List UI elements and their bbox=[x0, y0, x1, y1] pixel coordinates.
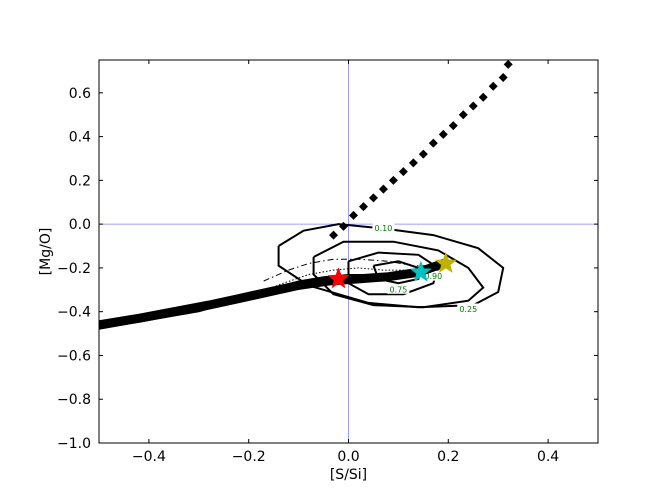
diamond-marker bbox=[398, 167, 408, 177]
y-tick-label: 0.2 bbox=[69, 173, 91, 189]
x-tick-label: −0.2 bbox=[232, 449, 266, 465]
diamond-marker bbox=[448, 121, 458, 131]
diamond-marker bbox=[378, 184, 388, 194]
y-tick-label: −0.2 bbox=[57, 261, 91, 277]
contour-0.25 bbox=[312, 240, 485, 309]
diamond-marker bbox=[368, 193, 378, 203]
diamond-marker bbox=[478, 92, 488, 102]
y-axis-label: [Mg/O] bbox=[38, 228, 54, 276]
ticks: −0.4 −0.2 0.0 0.2 0.4 −1.0 −0.8 −0.6 −0.4 −0.2 0.0… bbox=[57, 60, 598, 465]
diamond-marker bbox=[468, 101, 478, 111]
diamond-marker bbox=[458, 110, 468, 120]
y-tick-label: −0.4 bbox=[57, 305, 91, 321]
series bbox=[99, 60, 513, 330]
stars bbox=[327, 251, 457, 289]
reference-lines bbox=[99, 60, 598, 443]
diamond-marker bbox=[339, 221, 349, 231]
thick-band-line bbox=[99, 259, 448, 330]
diamond-marker bbox=[388, 175, 398, 185]
contour-label: 0.25 bbox=[459, 305, 477, 314]
y-tick-label: 0.0 bbox=[69, 217, 91, 233]
x-tick-label: 0.4 bbox=[537, 449, 559, 465]
contour-label: 0.75 bbox=[389, 285, 407, 294]
star-marker bbox=[327, 267, 350, 289]
diamond-marker bbox=[498, 73, 508, 83]
contour-label: 0.10 bbox=[375, 224, 393, 233]
diamond-marker bbox=[418, 149, 428, 159]
contour-label-bg bbox=[422, 270, 445, 281]
star-marker bbox=[434, 251, 457, 273]
contour-label-bg bbox=[372, 222, 395, 233]
x-tick-label: 0.0 bbox=[337, 449, 359, 465]
diamond-marker bbox=[408, 158, 418, 168]
x-tick-label: 0.2 bbox=[437, 449, 459, 465]
x-axis-label: [S/Si] bbox=[330, 467, 367, 483]
star-marker bbox=[409, 260, 432, 282]
y-tick-label: 0.4 bbox=[69, 130, 91, 146]
dashdot-line bbox=[263, 258, 439, 282]
contour-label-bg bbox=[387, 283, 410, 294]
contour-label: 0.90 bbox=[424, 272, 442, 281]
diamond-marker bbox=[438, 129, 448, 139]
dotted-line bbox=[108, 267, 434, 326]
diamond-marker bbox=[348, 210, 358, 220]
diamond-marker bbox=[428, 138, 438, 148]
diamond-marker bbox=[488, 81, 498, 91]
y-tick-label: −0.8 bbox=[57, 392, 91, 408]
thin-line bbox=[99, 265, 444, 330]
y-tick-label: 0.6 bbox=[69, 86, 91, 102]
y-tick-label: −1.0 bbox=[57, 436, 91, 452]
x-tick-label: −0.4 bbox=[132, 449, 166, 465]
diamond-marker bbox=[329, 230, 339, 240]
contours: 0.10 0.25 0.75 0.90 bbox=[277, 222, 505, 314]
diamond-marker bbox=[358, 202, 368, 212]
contour-0.75 bbox=[347, 251, 440, 296]
contour-label-bg bbox=[457, 303, 480, 314]
diamond-marker bbox=[503, 60, 513, 69]
y-tick-label: −0.6 bbox=[57, 348, 91, 364]
